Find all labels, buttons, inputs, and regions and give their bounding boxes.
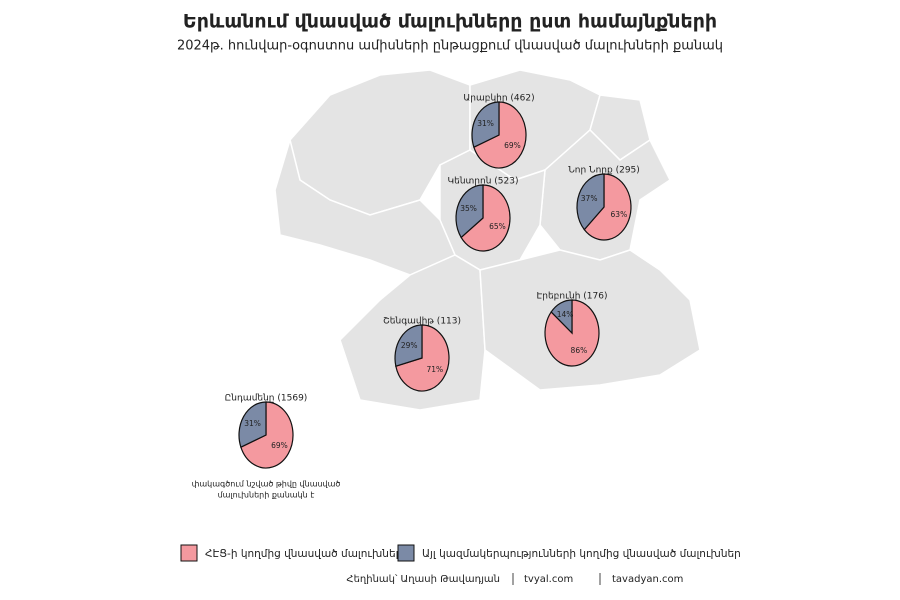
note: փակագծում նշված թիվը վնասված — [192, 480, 341, 489]
pie-slice — [455, 184, 484, 239]
slice-label: 31% — [244, 419, 261, 428]
slice-label: 63% — [611, 210, 628, 219]
note: մալուխների քանակն է — [218, 491, 315, 500]
subtitle: 2024թ. հունվար-օգոստոս ամիսների ընթացքու… — [177, 39, 723, 54]
slice-label: 69% — [271, 441, 288, 450]
legend-label: ՀԷՑ-ի կողմից վնասված մալուխներ — [205, 548, 402, 560]
slice-label: 31% — [477, 119, 494, 128]
pie-label: Ընդամենը (1569) — [225, 394, 308, 404]
legend-label: Այլ կազմակերպությունների կողմից վնասված … — [422, 548, 741, 560]
pies: 69% 31% Արաբկիր (462) 65% 35% Կենտրոն (523) 63… — [225, 94, 640, 469]
legend-swatch — [180, 544, 198, 562]
pie-slice — [471, 101, 500, 148]
slice-label: 71% — [426, 365, 443, 374]
pie-slice — [550, 299, 573, 335]
pie-label: Էրեբունի (176) — [537, 292, 608, 302]
credit: tvyal.com — [524, 574, 573, 585]
slice-label: 65% — [489, 222, 506, 231]
slice-label: 86% — [571, 346, 588, 355]
title: Երևանում վնասված մալուխները ըստ համայնքն… — [183, 11, 717, 33]
slice-label: 37% — [581, 194, 598, 203]
pie-slice — [240, 401, 294, 469]
legend-swatch — [397, 544, 415, 562]
pie-slice — [583, 173, 632, 241]
credit: Հեղինակ՝ Աղասի Թավադյան — [346, 573, 500, 585]
slice-label: 14% — [557, 310, 574, 319]
slice-label: 35% — [460, 204, 477, 213]
slice-label: 29% — [401, 341, 418, 350]
pie-slice — [238, 401, 267, 448]
slice-label: 69% — [504, 141, 521, 150]
pie-label: Նոր Նորք (295) — [568, 166, 640, 176]
pie-label: Կենտրոն (523) — [448, 177, 519, 187]
credit: tavadyan.com — [612, 574, 683, 585]
pie-slice — [394, 324, 423, 367]
pie-slice — [460, 184, 511, 252]
legend: ՀԷՑ-ի կողմից վնասված մալուխներ Այլ կազմակ… — [180, 544, 741, 562]
pie-slice — [473, 101, 527, 169]
pie-slice — [576, 173, 605, 231]
pie-label: Շենգավիթ (113) — [383, 317, 461, 327]
pie-label: Արաբկիր (462) — [463, 94, 534, 104]
